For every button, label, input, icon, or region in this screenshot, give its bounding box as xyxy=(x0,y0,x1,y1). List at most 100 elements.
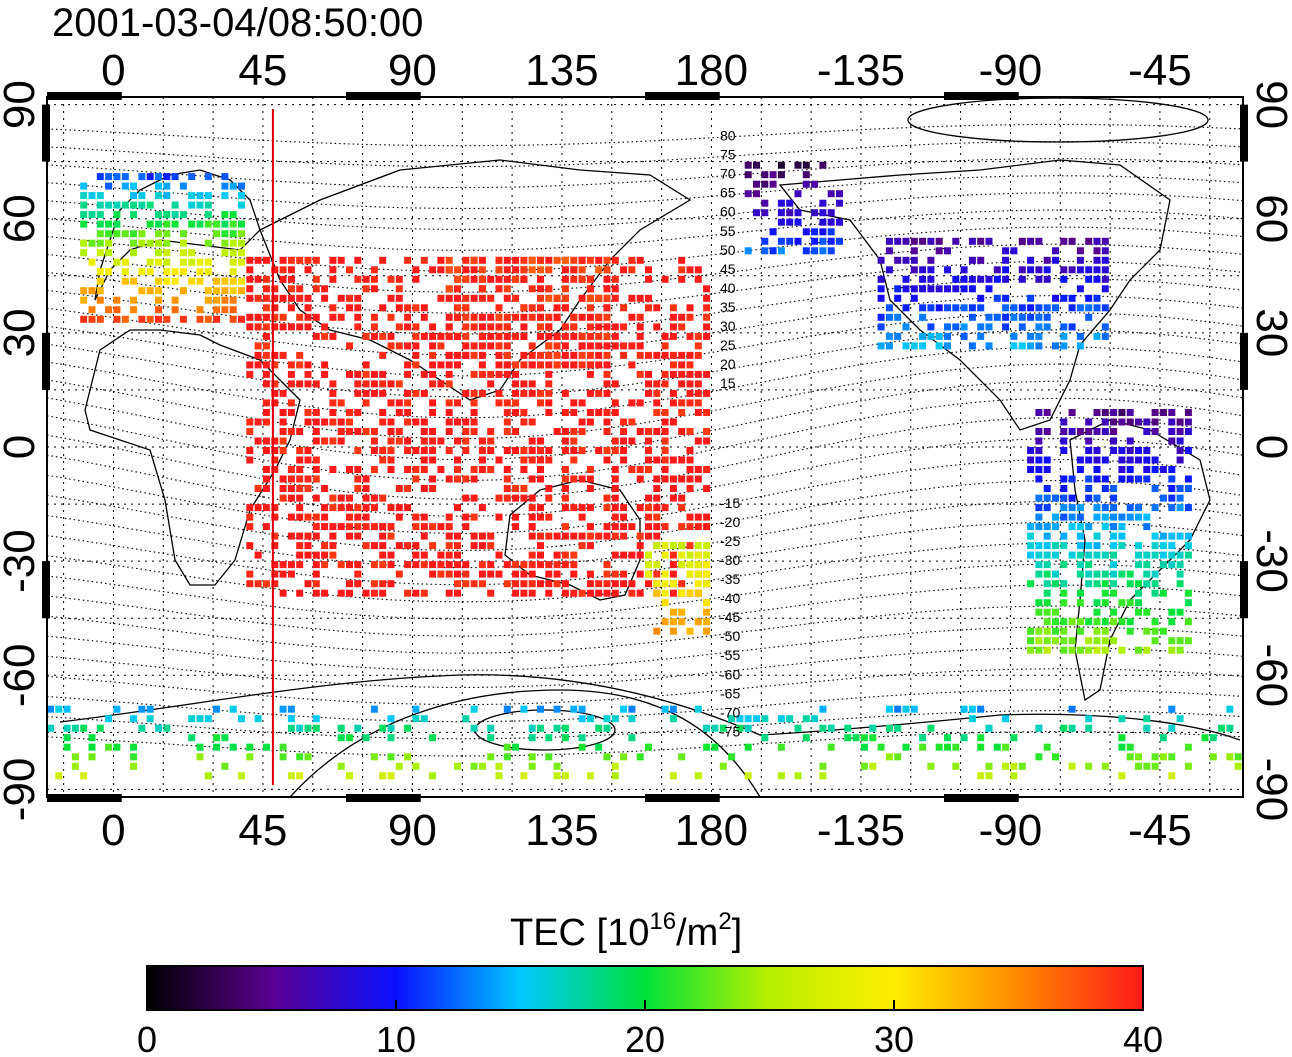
tec-cell xyxy=(1176,447,1184,454)
tec-cell xyxy=(179,258,187,266)
tec-cell xyxy=(620,351,628,359)
tec-cell xyxy=(520,266,528,274)
tec-cell xyxy=(578,266,586,274)
tec-cell xyxy=(537,466,544,473)
tec-cell xyxy=(645,266,652,274)
tec-cell xyxy=(296,513,304,521)
tec-cell xyxy=(611,256,619,264)
tec-cell xyxy=(1076,561,1084,569)
magnetic-contour xyxy=(47,417,1243,500)
tec-cell xyxy=(586,285,594,293)
tec-cell xyxy=(420,551,428,559)
tec-cell xyxy=(545,266,553,274)
tec-cell xyxy=(279,323,287,331)
tec-cell xyxy=(304,323,312,331)
tec-cell xyxy=(1043,275,1051,283)
tec-cell xyxy=(287,409,295,416)
tec-cell xyxy=(246,513,254,521)
tec-cell xyxy=(429,570,437,578)
tec-cell xyxy=(354,389,362,397)
tec-cell xyxy=(1035,275,1043,283)
tec-cell xyxy=(387,466,395,473)
tec-cell xyxy=(1068,513,1076,521)
tec-cell xyxy=(1027,313,1035,321)
tec-cell xyxy=(769,247,777,255)
magnetic-latitude-label: -25 xyxy=(720,533,740,549)
tec-cell xyxy=(1052,256,1059,264)
tec-cell xyxy=(1043,637,1051,645)
tec-cell xyxy=(312,466,320,473)
tec-cell xyxy=(1076,646,1084,654)
tec-cell xyxy=(1043,532,1051,540)
tec-cell xyxy=(694,342,702,350)
tec-cell xyxy=(254,418,262,426)
longitude-label: -45 xyxy=(1128,46,1192,95)
tec-cell xyxy=(1151,589,1159,597)
tec-cell xyxy=(919,266,927,274)
tec-cell xyxy=(279,589,287,597)
tec-cell xyxy=(711,724,719,732)
tec-cell xyxy=(944,266,951,274)
tec-cell xyxy=(445,561,453,569)
tec-cell xyxy=(321,294,329,302)
tec-cell xyxy=(1035,456,1043,464)
tec-cell xyxy=(1035,332,1043,340)
tec-cell xyxy=(545,513,553,521)
tec-cell xyxy=(686,485,694,492)
tec-cell xyxy=(603,504,611,512)
tec-cell xyxy=(379,772,387,780)
tec-cell xyxy=(537,323,544,331)
tec-cell xyxy=(561,256,569,264)
tec-cell xyxy=(287,370,295,378)
tec-cell xyxy=(1002,294,1010,302)
tec-cell xyxy=(586,523,594,531)
longitude-label: 135 xyxy=(525,806,598,855)
tec-cell xyxy=(894,332,902,340)
tec-cell xyxy=(321,361,329,369)
tec-cell xyxy=(703,370,711,378)
tec-cell xyxy=(927,285,935,293)
tec-cell xyxy=(1118,456,1126,464)
tec-cell xyxy=(694,618,702,626)
tec-cell xyxy=(678,323,686,331)
tec-cell xyxy=(1184,475,1192,483)
tec-cell xyxy=(603,428,611,435)
tec-cell xyxy=(1076,304,1084,312)
tec-cell xyxy=(271,285,279,293)
tec-cell xyxy=(287,266,295,274)
tec-cell xyxy=(337,494,345,502)
tec-cell xyxy=(603,342,611,350)
tec-cell xyxy=(279,447,287,454)
tec-cell xyxy=(703,627,711,635)
tec-cell xyxy=(271,570,279,578)
tec-cell xyxy=(445,475,453,483)
tec-cell xyxy=(354,485,362,492)
tec-cell xyxy=(603,456,611,464)
tec-cell xyxy=(462,313,470,321)
tec-cell xyxy=(1093,332,1101,340)
tec-cell xyxy=(1176,485,1184,492)
tec-cell xyxy=(346,561,353,569)
tec-cell xyxy=(1085,304,1093,312)
tec-cell xyxy=(528,456,536,464)
tec-cell xyxy=(1068,237,1076,245)
tec-cell xyxy=(1035,437,1043,445)
tec-cell xyxy=(271,437,279,445)
tec-cell xyxy=(312,285,320,293)
tec-cell xyxy=(894,256,902,264)
tec-cell xyxy=(645,456,652,464)
tec-cell xyxy=(63,734,71,742)
tec-cell xyxy=(495,275,503,283)
tec-cell xyxy=(520,485,528,492)
tec-cell xyxy=(287,494,295,502)
tec-cell xyxy=(769,180,777,188)
tec-cell xyxy=(669,618,677,626)
tec-cell xyxy=(429,428,437,435)
tec-cell xyxy=(811,180,819,188)
tec-cell xyxy=(412,342,420,350)
tec-cell xyxy=(661,342,669,350)
tec-cell xyxy=(1093,637,1101,645)
tec-cell xyxy=(694,513,702,521)
tec-cell xyxy=(88,306,96,314)
tec-cell xyxy=(653,570,661,578)
